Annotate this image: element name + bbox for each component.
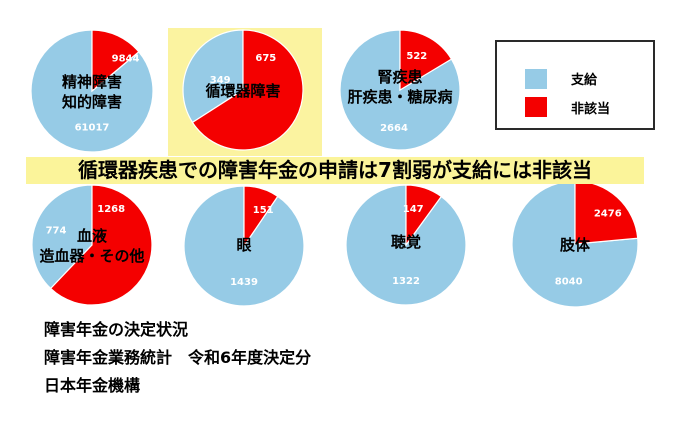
pie-4-title-line-2: 造血器・その他 bbox=[39, 247, 144, 265]
pie-1-label-supply: 61017 bbox=[75, 122, 110, 133]
pie-1-title-line-2: 知的障害 bbox=[62, 93, 122, 111]
pie-3-title-line-2: 肝疾患・糖尿病 bbox=[347, 88, 452, 106]
pie-2-label-nonsupply: 675 bbox=[255, 53, 276, 64]
pie-2-label-supply: 349 bbox=[210, 75, 231, 86]
pie-1-slice-nonsupply bbox=[91, 29, 140, 93]
legend-swatch-supply bbox=[525, 69, 547, 89]
source-line-2: 障害年金業務統計 令和6年度決定分 bbox=[44, 348, 312, 367]
legend-label-nonsupply: 非該当 bbox=[571, 102, 611, 117]
legend: 支給 非該当 bbox=[495, 40, 655, 130]
pie-6-title-line-1: 聴覚 bbox=[391, 233, 421, 251]
pie-4-label-supply: 774 bbox=[46, 225, 67, 236]
pie-3-title-line-1: 腎疾患 bbox=[377, 68, 422, 86]
pie-5-label-nonsupply: 151 bbox=[253, 205, 274, 216]
pie-5-slice-nonsupply bbox=[243, 185, 279, 248]
pie-7-slice-supply bbox=[511, 180, 639, 308]
pie-5: 151 1439 眼 bbox=[183, 185, 305, 307]
pie-6: 147 1322 聴覚 bbox=[345, 184, 467, 306]
pie-2-slice-nonsupply bbox=[191, 29, 304, 151]
pie-4-slice-supply bbox=[31, 184, 93, 290]
pie-5-label-supply: 1439 bbox=[230, 277, 258, 288]
pie-7-title-line-1: 肢体 bbox=[560, 236, 591, 254]
pie-2-title-line-1: 循環器障害 bbox=[205, 82, 280, 100]
pie-6-slice-nonsupply bbox=[405, 184, 443, 247]
pie-6-slice-supply bbox=[345, 184, 467, 306]
pie-5-title-line-1: 眼 bbox=[236, 236, 251, 254]
pie-7: 2476 8040 肢体 bbox=[511, 180, 639, 308]
pie-4-label-nonsupply: 1268 bbox=[97, 204, 125, 215]
pie-3-slice-supply bbox=[339, 29, 461, 151]
source-line-3: 日本年金機構 bbox=[44, 376, 141, 395]
pie-3-label-nonsupply: 522 bbox=[406, 51, 427, 62]
legend-label-supply: 支給 bbox=[571, 73, 598, 88]
pie-6-label-supply: 1322 bbox=[392, 276, 420, 287]
pie-3-slice-nonsupply bbox=[399, 29, 453, 92]
pie-7-label-supply: 8040 bbox=[555, 277, 583, 288]
pie-1-title-line-1: 精神障害 bbox=[62, 73, 122, 91]
pie-6-label-nonsupply: 147 bbox=[403, 204, 424, 215]
pie-4-slice-nonsupply bbox=[49, 184, 153, 306]
pie-1-label-nonsupply: 9844 bbox=[112, 53, 140, 64]
pie-3-label-supply: 2664 bbox=[380, 123, 408, 134]
legend-swatch-nonsupply bbox=[525, 97, 547, 117]
pie-7-label-nonsupply: 2476 bbox=[594, 209, 622, 220]
headline: 循環器疾患での障害年金の申請は7割弱が支給には非該当 bbox=[26, 157, 644, 184]
pie-4-title-line-1: 血液 bbox=[77, 227, 108, 245]
source-line-1: 障害年金の決定状況 bbox=[44, 320, 189, 339]
